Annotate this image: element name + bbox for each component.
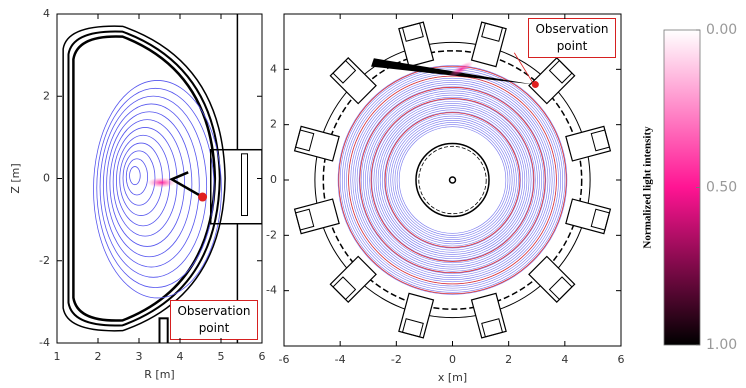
figure: Observation point123456-4-2024R [m]Z [m]… xyxy=(0,0,746,388)
y-tick-label: -2 xyxy=(39,254,50,267)
port xyxy=(529,58,575,104)
x-tick-label: -4 xyxy=(335,353,346,366)
colorbar-tick-label: 0.00 xyxy=(706,22,737,38)
x-tick-label: 2 xyxy=(505,353,512,366)
colorbar-label: Normalized light intensity xyxy=(642,126,654,249)
x-tick-label: 1 xyxy=(54,350,61,363)
x-tick-label: 3 xyxy=(136,350,143,363)
x-axis-label: x [m] xyxy=(438,371,467,384)
flux-contour xyxy=(130,167,141,185)
toroidal-section xyxy=(295,22,611,338)
port xyxy=(330,58,376,104)
x-tick-label: 4 xyxy=(177,350,184,363)
y-tick-label: 2 xyxy=(43,89,50,102)
y-tick-label: 4 xyxy=(43,7,50,20)
inner-wall xyxy=(416,143,489,216)
annotation-text: Observation point xyxy=(528,18,616,58)
x-axis-label: R [m] xyxy=(144,368,174,381)
vessel-wall xyxy=(73,36,214,320)
x-tick-label: 0 xyxy=(449,353,456,366)
annotation: Observation point xyxy=(528,18,616,58)
annotation-text: Observation point xyxy=(170,300,258,340)
y-tick-label: 0 xyxy=(43,172,50,185)
vessel-wall xyxy=(68,32,219,326)
y-tick-label: -4 xyxy=(39,336,50,349)
colorbar xyxy=(664,30,700,345)
x-tick-label: 4 xyxy=(561,353,568,366)
y-axis-label: Z [m] xyxy=(9,163,22,193)
colorbar-tick-label: 0.50 xyxy=(706,180,737,196)
x-tick-label: 5 xyxy=(218,350,225,363)
colorbar-tick-label: 1.00 xyxy=(706,337,737,353)
port xyxy=(330,256,376,302)
y-tick-label: -2 xyxy=(266,228,277,241)
port xyxy=(242,154,248,216)
x-tick-label: 6 xyxy=(618,353,625,366)
port-tube xyxy=(160,318,168,358)
annotation: Observation point xyxy=(170,300,258,340)
port xyxy=(529,256,575,302)
flux-contour xyxy=(100,96,207,277)
y-tick-label: 4 xyxy=(270,62,277,75)
y-tick-label: 2 xyxy=(270,118,277,131)
x-tick-label: 6 xyxy=(259,350,266,363)
x-tick-label: 2 xyxy=(95,350,102,363)
y-tick-label: -4 xyxy=(266,284,277,297)
vessel-wall xyxy=(63,26,225,331)
observation-point xyxy=(532,81,539,88)
x-tick-label: -6 xyxy=(279,353,290,366)
y-tick-label: 0 xyxy=(270,173,277,186)
x-tick-label: -2 xyxy=(391,353,402,366)
observation-point xyxy=(198,193,207,202)
